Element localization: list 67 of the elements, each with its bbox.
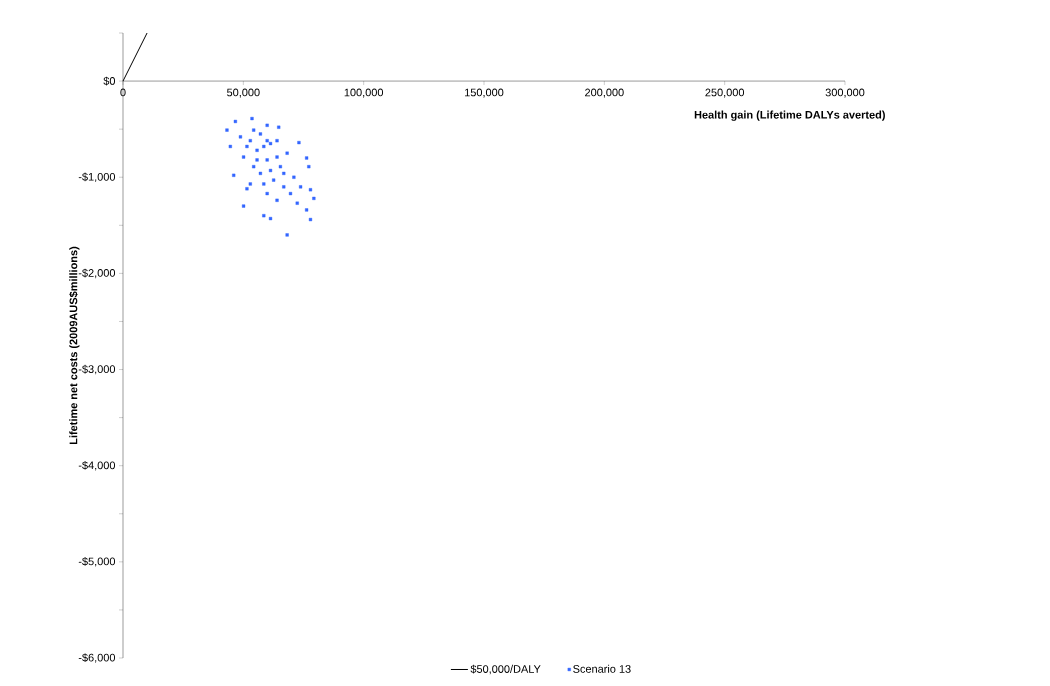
y-axis-title: Lifetime net costs (2009AUS$millions) [69, 246, 80, 445]
point [285, 151, 289, 155]
point [265, 123, 269, 127]
point [255, 148, 259, 152]
point [308, 188, 313, 192]
point [268, 216, 273, 221]
point [275, 139, 279, 143]
point [278, 165, 282, 169]
y-tick-label: -$4,000 [78, 460, 116, 471]
point [295, 201, 299, 205]
legend-label: Scenario 13 [573, 664, 631, 673]
point [282, 185, 286, 189]
point [232, 173, 236, 177]
y-tick-label: -$5,000 [78, 557, 116, 567]
point [305, 208, 309, 212]
point [275, 198, 279, 202]
point [225, 128, 229, 132]
x-tick-label: 150,000 [465, 88, 504, 98]
x-axis-title: Health gain (Lifetime DALYs averted) [694, 110, 885, 121]
point [265, 191, 269, 196]
point [233, 119, 237, 124]
point [308, 217, 313, 222]
point [238, 135, 243, 139]
point [245, 187, 249, 191]
point [288, 191, 293, 196]
point [252, 165, 256, 169]
y-tick-label: -$1,000 [78, 172, 116, 182]
point [299, 185, 303, 189]
x-tick-label: 200,000 [585, 88, 624, 98]
point [275, 155, 279, 159]
point [228, 144, 232, 149]
x-tick-label: 0 [120, 88, 126, 97]
point [272, 178, 276, 182]
point [277, 125, 281, 129]
y-tick-label: $0 [103, 76, 116, 86]
point [282, 171, 286, 175]
x-tick-label: 300,000 [825, 88, 865, 98]
point [241, 204, 246, 208]
x-tick-label: 250,000 [705, 88, 745, 98]
point [312, 196, 316, 200]
point [258, 132, 263, 136]
point [292, 175, 296, 179]
point [268, 141, 273, 146]
y-tick-label: -$6,000 [78, 653, 116, 663]
legend-label: $50,000/DALY [470, 664, 541, 675]
point [307, 165, 311, 169]
point [285, 233, 289, 237]
point [245, 144, 249, 149]
point [248, 139, 252, 143]
point [297, 141, 301, 145]
x-tick-label: 50,000 [227, 88, 260, 98]
point [248, 182, 252, 186]
point [262, 182, 266, 186]
point [255, 158, 259, 162]
x-tick-label: 100,000 [344, 88, 384, 98]
point [268, 168, 273, 173]
point [252, 128, 256, 132]
y-tick-label: -$3,000 [78, 364, 116, 375]
point [262, 144, 266, 149]
point [305, 156, 309, 160]
point [250, 116, 254, 121]
point [258, 171, 263, 175]
point [241, 155, 246, 159]
point [262, 214, 266, 218]
point [265, 139, 269, 143]
y-tick-label: -$2,000 [78, 268, 116, 279]
point [265, 158, 269, 162]
